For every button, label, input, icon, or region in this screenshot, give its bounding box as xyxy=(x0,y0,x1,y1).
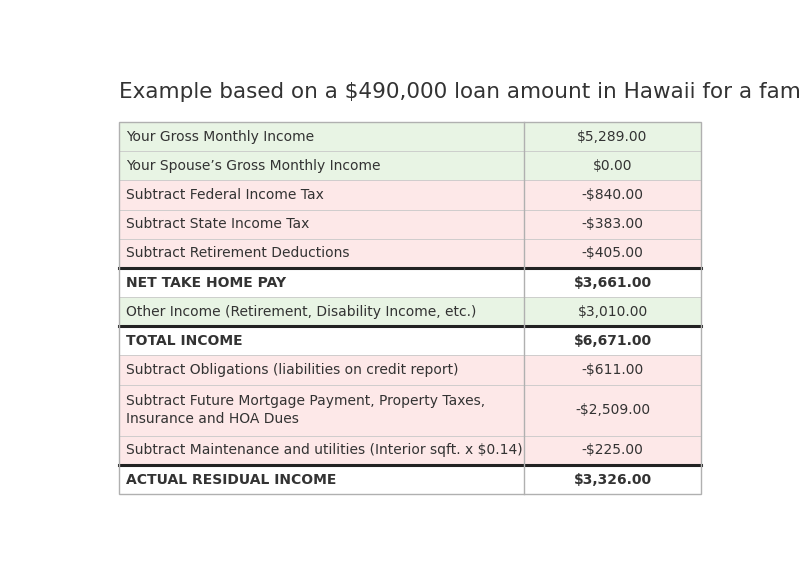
Bar xyxy=(118,180,524,210)
Text: $5,289.00: $5,289.00 xyxy=(578,130,648,144)
Bar xyxy=(118,465,524,494)
Bar xyxy=(118,268,524,297)
Text: Subtract Obligations (liabilities on credit report): Subtract Obligations (liabilities on cre… xyxy=(126,363,458,377)
Text: ACTUAL RESIDUAL INCOME: ACTUAL RESIDUAL INCOME xyxy=(126,473,337,487)
Bar xyxy=(524,180,702,210)
Bar xyxy=(524,268,702,297)
Bar xyxy=(524,151,702,180)
Bar xyxy=(118,122,702,494)
Bar xyxy=(118,327,524,355)
Text: Subtract Maintenance and utilities (Interior sqft. x $0.14): Subtract Maintenance and utilities (Inte… xyxy=(126,443,522,457)
Text: Example based on a $490,000 loan amount in Hawaii for a family of two: Example based on a $490,000 loan amount … xyxy=(118,82,800,102)
Text: -$225.00: -$225.00 xyxy=(582,443,643,457)
Text: Subtract Future Mortgage Payment, Property Taxes,
Insurance and HOA Dues: Subtract Future Mortgage Payment, Proper… xyxy=(126,394,485,426)
Bar xyxy=(524,327,702,355)
Text: Subtract Retirement Deductions: Subtract Retirement Deductions xyxy=(126,246,350,261)
Bar xyxy=(524,239,702,268)
Bar xyxy=(524,210,702,239)
Bar xyxy=(118,239,524,268)
Text: -$405.00: -$405.00 xyxy=(582,246,643,261)
Bar xyxy=(118,355,524,385)
Bar xyxy=(524,385,702,436)
Bar xyxy=(118,385,524,436)
Bar xyxy=(524,355,702,385)
Text: -$840.00: -$840.00 xyxy=(582,188,643,202)
Bar xyxy=(524,122,702,151)
Text: -$611.00: -$611.00 xyxy=(582,363,644,377)
Text: $3,010.00: $3,010.00 xyxy=(578,305,648,319)
Text: Your Spouse’s Gross Monthly Income: Your Spouse’s Gross Monthly Income xyxy=(126,158,381,173)
Text: Subtract State Income Tax: Subtract State Income Tax xyxy=(126,217,310,231)
Text: $3,326.00: $3,326.00 xyxy=(574,473,651,487)
Bar xyxy=(118,151,524,180)
Text: -$383.00: -$383.00 xyxy=(582,217,643,231)
Text: $0.00: $0.00 xyxy=(593,158,632,173)
Text: $3,661.00: $3,661.00 xyxy=(574,275,651,289)
Bar xyxy=(118,122,524,151)
Bar xyxy=(118,436,524,465)
Bar xyxy=(524,436,702,465)
Bar xyxy=(524,465,702,494)
Text: Subtract Federal Income Tax: Subtract Federal Income Tax xyxy=(126,188,324,202)
Bar xyxy=(524,297,702,327)
Bar xyxy=(118,210,524,239)
Text: TOTAL INCOME: TOTAL INCOME xyxy=(126,334,242,348)
Text: NET TAKE HOME PAY: NET TAKE HOME PAY xyxy=(126,275,286,289)
Text: Other Income (Retirement, Disability Income, etc.): Other Income (Retirement, Disability Inc… xyxy=(126,305,477,319)
Text: Your Gross Monthly Income: Your Gross Monthly Income xyxy=(126,130,314,144)
Text: $6,671.00: $6,671.00 xyxy=(574,334,651,348)
Bar xyxy=(118,297,524,327)
Text: -$2,509.00: -$2,509.00 xyxy=(575,403,650,417)
